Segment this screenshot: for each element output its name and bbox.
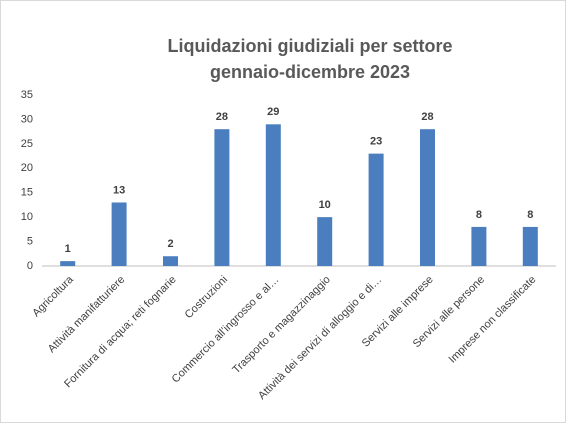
value-label: 10 (319, 199, 331, 211)
value-label: 8 (527, 209, 533, 221)
y-tick-label: 35 (21, 89, 33, 101)
bar (111, 202, 127, 266)
bar (420, 129, 435, 266)
y-tick-label: 30 (21, 113, 33, 125)
chart-subtitle: gennaio-dicembre 2023 (210, 62, 410, 82)
bar (317, 217, 333, 266)
y-tick-label: 5 (27, 235, 33, 247)
bar (163, 256, 178, 266)
value-label: 28 (216, 111, 228, 123)
bar (522, 226, 538, 266)
value-label: 23 (370, 136, 382, 148)
y-tick-label: 10 (21, 211, 33, 223)
bar (60, 261, 76, 266)
bar (368, 153, 384, 266)
value-label: 29 (267, 106, 279, 118)
value-label: 28 (421, 111, 433, 123)
value-label: 1 (65, 243, 71, 255)
y-tick-label: 0 (27, 260, 33, 272)
value-label: 8 (476, 209, 482, 221)
bar (265, 124, 281, 266)
y-tick-label: 25 (21, 138, 33, 150)
y-tick-label: 15 (21, 187, 33, 199)
value-label: 2 (167, 238, 173, 250)
bar (214, 129, 230, 266)
value-label: 13 (113, 184, 125, 196)
chart-title: Liquidazioni giudiziali per settore (167, 36, 452, 56)
y-tick-label: 20 (21, 162, 33, 174)
bar (471, 226, 487, 266)
